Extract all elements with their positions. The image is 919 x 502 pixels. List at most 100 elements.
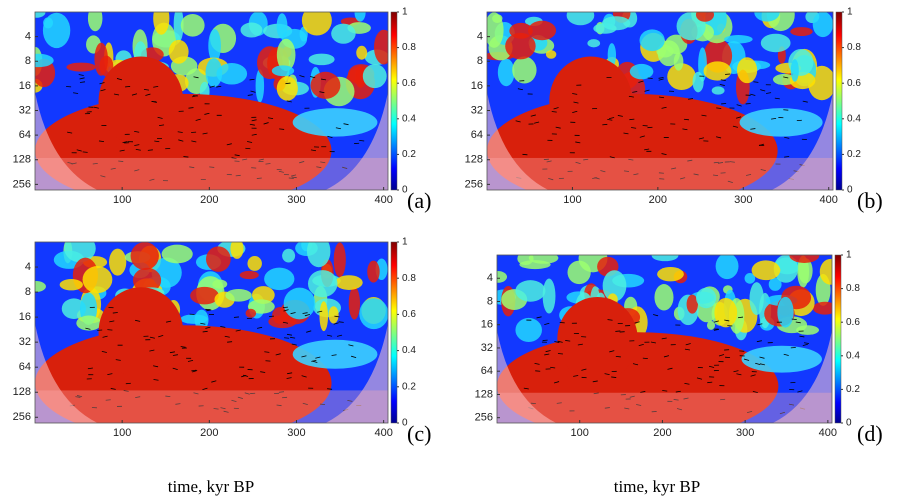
phase-arrow: [746, 410, 753, 413]
phase-arrow: [693, 173, 699, 176]
phase-arrow: [685, 343, 691, 346]
phase-arrow: [122, 141, 128, 144]
phase-arrow: [766, 92, 772, 94]
phase-arrow: [736, 104, 742, 107]
phase-arrow: [216, 85, 222, 88]
heatmap-blob: [216, 63, 248, 85]
heatmap-high: [557, 297, 638, 381]
phase-arrow: [231, 157, 237, 160]
y-tick-label: 64: [471, 129, 483, 141]
phase-arrow: [247, 94, 253, 96]
phase-arrow: [573, 101, 579, 104]
phase-arrow: [263, 122, 269, 125]
phase-arrow: [264, 351, 270, 353]
phase-arrow: [311, 359, 317, 362]
phase-arrow: [251, 133, 257, 136]
heatmap-blob: [264, 267, 295, 291]
phase-arrow: [554, 341, 560, 343]
phase-arrow: [119, 149, 125, 152]
y-tick-label: 256: [13, 411, 31, 423]
colorbar-tick-label: 0.8: [847, 42, 861, 53]
heatmap-blob: [132, 267, 162, 293]
phase-arrow: [301, 355, 307, 358]
heatmap-blob: [333, 242, 346, 278]
y-tick-label: 64: [19, 361, 31, 373]
heatmap-blob: [528, 255, 559, 264]
phase-arrow: [729, 161, 735, 163]
phase-arrow: [745, 173, 752, 176]
phase-arrow: [304, 314, 310, 317]
y-tick-label: 32: [471, 104, 483, 116]
phase-arrow: [583, 158, 589, 161]
phase-arrow: [629, 118, 635, 121]
phase-arrow: [143, 88, 150, 91]
phase-arrow: [135, 319, 141, 322]
phase-arrow: [209, 166, 215, 168]
phase-arrow: [317, 310, 323, 313]
phase-arrow: [350, 355, 357, 359]
phase-arrow: [279, 128, 285, 130]
phase-arrow: [675, 390, 681, 393]
x-tick-label: 200: [649, 194, 667, 206]
phase-arrow: [290, 312, 296, 315]
heatmap-high: [98, 56, 184, 146]
heatmap-mid: [739, 108, 823, 137]
heatmap-blob: [109, 248, 127, 276]
phase-arrow: [753, 81, 759, 83]
coi-band: [497, 392, 832, 423]
phase-arrow: [338, 321, 344, 323]
phase-arrow: [623, 170, 630, 172]
phase-arrow: [282, 321, 289, 324]
phase-arrow: [205, 326, 211, 329]
phase-arrow: [71, 162, 77, 165]
phase-arrow: [760, 89, 766, 92]
phase-arrow: [123, 390, 129, 392]
phase-arrow: [661, 153, 667, 156]
heatmap-blob: [180, 14, 205, 37]
y-tick-label: 8: [477, 55, 483, 67]
phase-arrow: [178, 139, 184, 142]
colorbar-tick-label: 0.2: [402, 381, 416, 392]
phase-arrow: [291, 343, 297, 346]
y-tick-label: 128: [13, 386, 31, 398]
phase-arrow: [134, 130, 140, 133]
phase-arrow: [67, 162, 73, 165]
phase-arrow: [125, 382, 131, 385]
phase-arrow: [712, 174, 719, 177]
phase-arrow: [658, 77, 664, 79]
heatmap-blob: [328, 306, 339, 324]
phase-arrow: [135, 149, 141, 151]
phase-arrow: [154, 140, 160, 143]
phase-arrow: [145, 93, 151, 96]
phase-arrow: [600, 170, 606, 173]
heatmap-blob: [35, 280, 46, 292]
phase-arrow: [192, 95, 198, 98]
phase-arrow: [750, 374, 756, 377]
cone-of-influence: [35, 92, 388, 190]
phase-arrow: [799, 335, 805, 338]
heatmap-blob: [754, 12, 780, 22]
phase-arrow: [720, 398, 726, 401]
phase-arrow: [299, 75, 305, 78]
heatmap-blob: [240, 22, 263, 38]
heatmap-blob: [812, 301, 832, 315]
phase-arrow: [750, 128, 756, 130]
heatmap-blob: [566, 12, 595, 26]
phase-arrow: [342, 166, 348, 169]
colorbar-tick-label: 0.4: [846, 350, 860, 361]
phase-arrow: [718, 354, 725, 357]
colorbar-tick-label: 0.2: [402, 149, 416, 160]
heatmap-blob: [715, 255, 739, 280]
y-tick-label: 32: [19, 104, 31, 116]
phase-arrow: [736, 373, 742, 376]
phase-arrow: [593, 392, 599, 395]
phase-arrow: [802, 100, 808, 103]
phase-arrow: [634, 321, 640, 324]
heatmap-blob: [629, 63, 654, 80]
phase-arrow: [275, 353, 281, 356]
phase-arrow: [256, 177, 262, 179]
phase-arrow: [707, 381, 713, 384]
phase-arrow: [577, 343, 583, 346]
phase-arrow: [663, 355, 670, 358]
phase-arrow: [131, 93, 138, 96]
